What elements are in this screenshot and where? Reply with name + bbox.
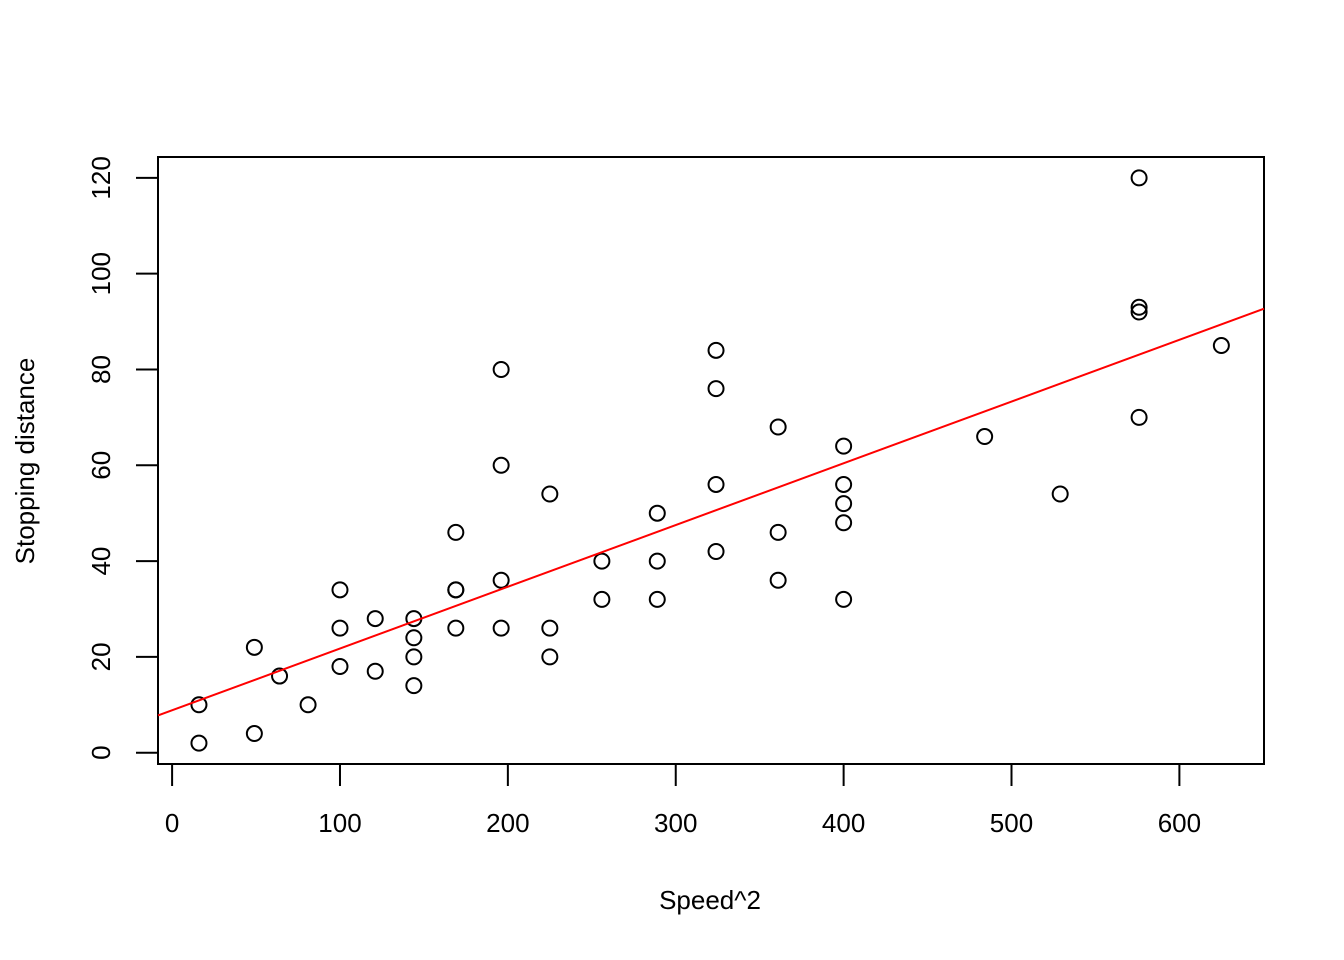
- data-point: [1212, 337, 1230, 355]
- data-point: [835, 437, 853, 455]
- data-point: [707, 475, 725, 493]
- data-point: [976, 428, 994, 446]
- data-point: [190, 696, 208, 714]
- data-point: [299, 696, 317, 714]
- data-point: [648, 590, 666, 608]
- data-point: [366, 610, 384, 628]
- x-tick-label: 100: [318, 808, 361, 838]
- y-tick-label: 120: [86, 156, 116, 199]
- data-point: [271, 667, 289, 685]
- data-point: [331, 657, 349, 675]
- y-tick-label: 80: [86, 355, 116, 384]
- x-tick-label: 500: [990, 808, 1033, 838]
- y-tick-label: 40: [86, 547, 116, 576]
- regression-line-group: [157, 307, 1265, 717]
- data-point: [835, 590, 853, 608]
- y-tick-label: 100: [86, 252, 116, 295]
- data-point: [707, 380, 725, 398]
- data-point: [769, 523, 787, 541]
- y-axis: 0 20 40 60 80 100 120: [86, 156, 159, 760]
- data-point: [1130, 169, 1148, 187]
- x-tick-label: 300: [654, 808, 697, 838]
- data-point: [405, 629, 423, 647]
- x-tick-label: 0: [165, 808, 179, 838]
- data-point: [366, 662, 384, 680]
- plot-frame: [157, 156, 1265, 765]
- data-point: [769, 418, 787, 436]
- x-tick-label: 600: [1158, 808, 1201, 838]
- data-point: [541, 648, 559, 666]
- data-point: [405, 677, 423, 695]
- data-point: [1051, 485, 1069, 503]
- data-point: [707, 543, 725, 561]
- data-point: [541, 485, 559, 503]
- y-tick-label: 0: [86, 745, 116, 759]
- data-point: [331, 581, 349, 599]
- data-point: [1130, 298, 1148, 316]
- data-point: [541, 619, 559, 637]
- data-point: [447, 523, 465, 541]
- data-point: [245, 638, 263, 656]
- data-point: [190, 734, 208, 752]
- data-point: [492, 619, 510, 637]
- data-point: [835, 495, 853, 513]
- y-tick-label: 20: [86, 642, 116, 671]
- data-point: [447, 619, 465, 637]
- data-point: [835, 475, 853, 493]
- data-point: [492, 456, 510, 474]
- y-tick-label: 60: [86, 451, 116, 480]
- data-point: [648, 552, 666, 570]
- data-point: [1130, 408, 1148, 426]
- data-points: [190, 169, 1230, 752]
- data-point: [593, 590, 611, 608]
- x-axis: 0 100 200 300 400 500 600: [165, 763, 1201, 838]
- data-point: [331, 619, 349, 637]
- y-axis-title: Stopping distance: [10, 358, 40, 565]
- x-tick-label: 200: [486, 808, 529, 838]
- data-point: [492, 360, 510, 378]
- data-point: [447, 581, 465, 599]
- data-point: [707, 341, 725, 359]
- regression-line: [157, 307, 1265, 717]
- data-point: [769, 571, 787, 589]
- data-point: [405, 648, 423, 666]
- data-point: [648, 504, 666, 522]
- x-axis-title: Speed^2: [659, 885, 761, 915]
- x-tick-label: 400: [822, 808, 865, 838]
- data-point: [835, 514, 853, 532]
- data-point: [1130, 303, 1148, 321]
- data-point: [593, 552, 611, 570]
- data-point: [245, 725, 263, 743]
- data-point: [492, 571, 510, 589]
